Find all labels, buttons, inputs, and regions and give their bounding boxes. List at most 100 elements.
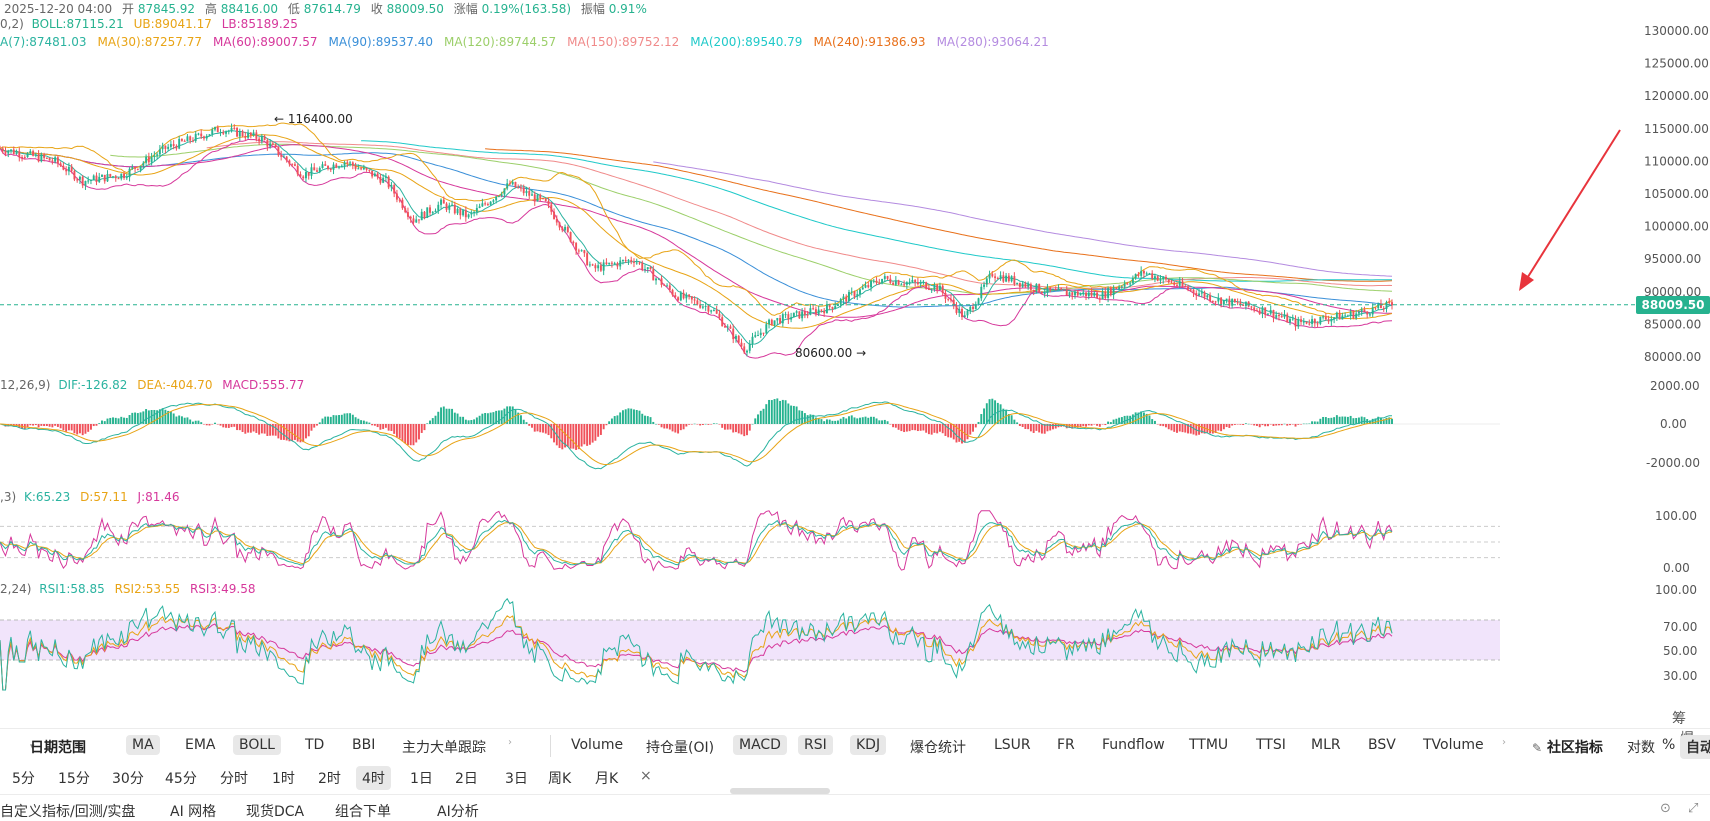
macd-histogram-bar xyxy=(666,424,669,429)
macd-histogram-bar xyxy=(602,424,605,430)
macd-histogram-bar xyxy=(288,424,291,442)
current-price-badge: 88009.50 xyxy=(1636,296,1710,314)
sub-indicator-lsur[interactable]: LSUR xyxy=(994,737,1031,753)
main-indicator-bbi[interactable]: BBI xyxy=(352,737,376,753)
macd-histogram-bar xyxy=(608,421,611,424)
macd-histogram-bar xyxy=(462,416,465,424)
candle-body xyxy=(1115,287,1118,290)
custom-indicator-link[interactable]: 自定义指标/回测/实盘 xyxy=(0,804,136,820)
main-indicator-whale[interactable]: 主力大单跟踪 xyxy=(402,740,486,756)
candle-body xyxy=(930,289,933,291)
combo-order-link[interactable]: 组合下单 xyxy=(335,804,391,820)
interval-4[interactable]: 分时 xyxy=(220,771,248,787)
main-indicator-boll[interactable]: BOLL xyxy=(233,735,281,755)
scroll-handle[interactable] xyxy=(730,788,830,794)
macd-histogram-bar xyxy=(175,416,178,424)
community-indicator-button[interactable]: ✎ 社区指标 xyxy=(1532,737,1603,757)
macd-histogram-bar xyxy=(641,413,644,424)
macd-histogram-bar xyxy=(533,424,536,432)
macd-histogram-bar xyxy=(412,424,415,446)
sub-indicator-mlr[interactable]: MLR xyxy=(1311,737,1341,753)
macd-histogram-bar xyxy=(848,416,850,424)
interval-11[interactable]: 周K xyxy=(548,771,572,787)
candle-body xyxy=(718,313,721,318)
macd-histogram-bar xyxy=(845,418,848,424)
macd-histogram-bar xyxy=(87,424,90,432)
candle-body xyxy=(1079,293,1082,296)
candle-body xyxy=(762,332,765,334)
macd-histogram-bar xyxy=(1250,424,1253,425)
candle-body xyxy=(219,132,222,134)
ai-analysis-link[interactable]: AI分析 xyxy=(437,804,479,820)
candle-body xyxy=(1,148,4,152)
candle-body xyxy=(101,174,103,177)
candle-body xyxy=(726,326,729,328)
macd-dif: DIF:-126.82 xyxy=(58,378,128,392)
auto-scale-toggle[interactable]: 自动 xyxy=(1680,735,1710,759)
candle-body xyxy=(635,262,638,264)
candle-body xyxy=(511,181,514,185)
macd-histogram-bar xyxy=(453,412,456,424)
macd-histogram-bar xyxy=(690,424,693,425)
expand-icon[interactable]: ⤢ xyxy=(1688,801,1699,816)
interval-6[interactable]: 2时 xyxy=(318,771,341,787)
main-more-chevron-icon[interactable]: › xyxy=(508,737,512,748)
candle-body xyxy=(1051,289,1054,291)
candle-body xyxy=(1297,319,1300,327)
candle-body xyxy=(1131,278,1134,284)
sub-indicator-oi[interactable]: 持仓量(OI) xyxy=(646,740,715,756)
macd-histogram-bar xyxy=(338,415,341,424)
spot-dca-link[interactable]: 现货DCA xyxy=(246,804,305,820)
sub-more-chevron-icon[interactable]: › xyxy=(1502,737,1506,748)
interval-1[interactable]: 15分 xyxy=(58,771,90,787)
sub-indicator-rsi[interactable]: RSI xyxy=(798,735,833,755)
sub-indicator-tvolume[interactable]: TVolume xyxy=(1423,737,1484,753)
interval-8[interactable]: 1日 xyxy=(410,771,433,787)
interval-5[interactable]: 1时 xyxy=(272,771,295,787)
interval-7[interactable]: 4时 xyxy=(356,766,391,790)
candle-body xyxy=(164,145,167,149)
chip-distribution-button[interactable]: 筹 xyxy=(1672,711,1686,727)
macd-histogram-bar xyxy=(1079,424,1082,428)
sub-indicator-fr[interactable]: FR xyxy=(1057,737,1075,753)
macd-histogram-bar xyxy=(481,413,484,424)
log-scale-toggle[interactable]: 对数 xyxy=(1627,740,1655,756)
main-indicator-td[interactable]: TD xyxy=(305,737,325,753)
ai-grid-link[interactable]: AI 网格 xyxy=(170,804,217,820)
macd-histogram-bar xyxy=(45,424,48,427)
interval-3[interactable]: 45分 xyxy=(165,771,197,787)
sub-indicator-ttmu[interactable]: TTMU xyxy=(1189,737,1229,753)
macd-histogram-bar xyxy=(205,424,208,426)
macd-histogram-bar xyxy=(1374,418,1377,424)
sub-indicator-kdj[interactable]: KDJ xyxy=(850,735,887,755)
sub-indicator-bsv[interactable]: BSV xyxy=(1368,737,1396,753)
sub-indicator-ttsi[interactable]: TTSI xyxy=(1256,737,1286,753)
interval-9[interactable]: 2日 xyxy=(455,771,478,787)
candle-body xyxy=(467,214,470,218)
sub-indicator-macd[interactable]: MACD xyxy=(733,735,787,755)
sub-indicator-fundflow[interactable]: Fundflow xyxy=(1102,737,1165,753)
shield-icon[interactable]: ⊙ xyxy=(1660,801,1671,816)
macd-histogram-bar xyxy=(183,417,186,424)
close-icon[interactable]: × xyxy=(640,768,652,784)
candlestick-chart[interactable]: 130000.00 125000.00 120000.00 115000.00 1100… xyxy=(0,0,1710,710)
candle-body xyxy=(712,310,715,312)
interval-10[interactable]: 3日 xyxy=(505,771,528,787)
interval-12[interactable]: 月K xyxy=(595,771,619,787)
macd-histogram-bar xyxy=(32,424,35,426)
sub-indicator-liquidation[interactable]: 爆仓统计 xyxy=(910,740,966,756)
interval-2[interactable]: 30分 xyxy=(112,771,144,787)
main-indicator-ema[interactable]: EMA xyxy=(185,737,216,753)
date-range-button[interactable]: 日期范围 ▾ xyxy=(30,737,86,756)
macd-histogram-bar xyxy=(1123,415,1126,424)
percent-toggle[interactable]: % xyxy=(1662,737,1676,753)
main-indicator-ma[interactable]: MA xyxy=(126,735,160,755)
candle-body xyxy=(12,149,15,155)
macd-histogram-bar xyxy=(911,424,914,431)
candle-body xyxy=(1203,292,1206,298)
macd-histogram-bar xyxy=(418,424,420,440)
interval-0[interactable]: 5分 xyxy=(12,771,35,787)
candle-body xyxy=(1010,276,1013,282)
macd-histogram-bar xyxy=(1222,424,1225,430)
sub-indicator-volume[interactable]: Volume xyxy=(571,737,624,753)
